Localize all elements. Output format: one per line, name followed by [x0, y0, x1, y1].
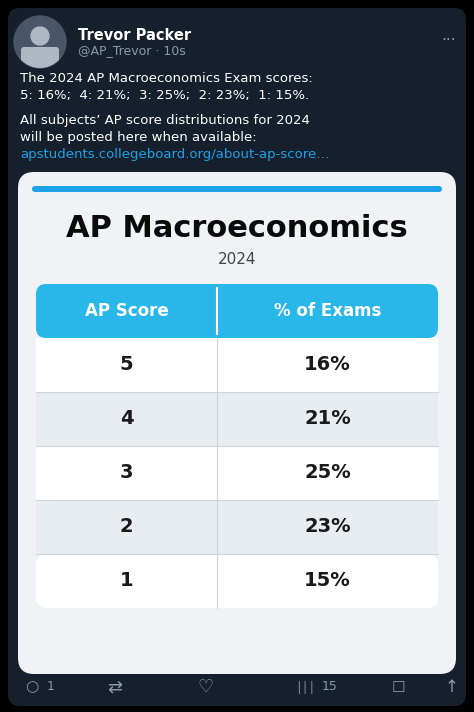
Text: All subjects’ AP score distributions for 2024: All subjects’ AP score distributions for…	[20, 114, 310, 127]
FancyBboxPatch shape	[36, 392, 438, 446]
FancyBboxPatch shape	[36, 446, 438, 500]
FancyBboxPatch shape	[36, 338, 438, 392]
FancyBboxPatch shape	[36, 500, 438, 554]
Text: 3: 3	[120, 464, 133, 483]
Text: 5: 16%;  4: 21%;  3: 25%;  2: 23%;  1: 15%.: 5: 16%; 4: 21%; 3: 25%; 2: 23%; 1: 15%.	[20, 89, 309, 102]
Text: 21%: 21%	[304, 409, 351, 429]
Text: apstudents.collegeboard.org/about-ap-score…: apstudents.collegeboard.org/about-ap-sco…	[20, 148, 329, 161]
Text: 5: 5	[119, 355, 133, 375]
Text: 15: 15	[322, 681, 338, 693]
FancyBboxPatch shape	[36, 284, 438, 338]
Text: 2024: 2024	[218, 252, 256, 267]
Text: ↑: ↑	[445, 678, 459, 696]
Text: ⇄: ⇄	[108, 678, 123, 696]
Text: ...: ...	[441, 28, 456, 43]
Text: % of Exams: % of Exams	[274, 302, 381, 320]
Text: 25%: 25%	[304, 464, 351, 483]
Text: 23%: 23%	[304, 518, 351, 537]
Text: ○: ○	[26, 679, 38, 694]
FancyBboxPatch shape	[32, 186, 442, 192]
Circle shape	[14, 16, 66, 68]
Text: AP Macroeconomics: AP Macroeconomics	[66, 214, 408, 243]
Text: │││: │││	[295, 681, 315, 693]
FancyBboxPatch shape	[8, 8, 466, 706]
FancyBboxPatch shape	[21, 47, 59, 75]
FancyBboxPatch shape	[36, 554, 438, 608]
Text: 16%: 16%	[304, 355, 351, 375]
Text: AP Score: AP Score	[84, 302, 168, 320]
FancyBboxPatch shape	[18, 172, 456, 674]
Text: The 2024 AP Macroeconomics Exam scores:: The 2024 AP Macroeconomics Exam scores:	[20, 72, 313, 85]
Text: 2: 2	[119, 518, 133, 537]
Text: ♡: ♡	[197, 678, 213, 696]
Text: 15%: 15%	[304, 572, 351, 590]
Text: 1: 1	[119, 572, 133, 590]
Text: @AP_Trevor · 10s: @AP_Trevor · 10s	[78, 44, 186, 57]
Text: 4: 4	[119, 409, 133, 429]
Circle shape	[31, 27, 49, 45]
Text: Trevor Packer: Trevor Packer	[78, 28, 191, 43]
Text: ☐: ☐	[391, 679, 405, 694]
Text: will be posted here when available:: will be posted here when available:	[20, 131, 256, 144]
Text: 1: 1	[47, 681, 55, 693]
